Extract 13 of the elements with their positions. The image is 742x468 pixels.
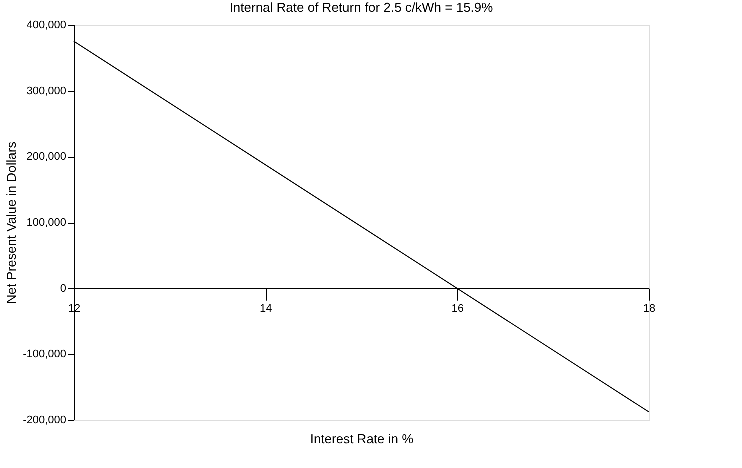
y-tick-label: 400,000 (26, 20, 66, 32)
y-tick-label: 200,000 (26, 151, 66, 164)
y-tick-label: 300,000 (26, 85, 66, 98)
y-tick-label: 100,000 (26, 217, 66, 229)
y-axis-title: Net Present Value in Dollars (4, 141, 20, 304)
chart-title: Internal Rate of Return for 2.5 c/kWh = 15.9% (230, 0, 494, 15)
y-tick-label: -100,000 (23, 348, 66, 361)
x-tick-label: 18 (643, 302, 656, 315)
y-tick-label: -200,000 (23, 414, 66, 426)
x-tick-label: 16 (452, 302, 464, 315)
y-tick-label: 0 (60, 282, 66, 295)
x-tick-label: 14 (260, 302, 272, 315)
x-axis-title: Interest Rate in % (310, 432, 414, 446)
